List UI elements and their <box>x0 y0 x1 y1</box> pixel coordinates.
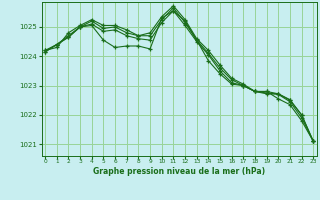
X-axis label: Graphe pression niveau de la mer (hPa): Graphe pression niveau de la mer (hPa) <box>93 167 265 176</box>
